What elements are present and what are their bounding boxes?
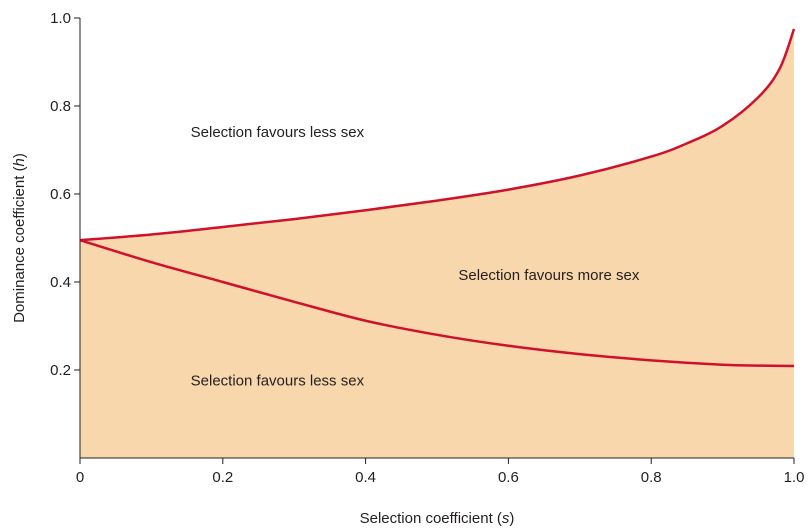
x-axis-label-prefix: Selection coefficient (	[360, 510, 502, 527]
y-tick-label: 0.8	[50, 98, 71, 115]
x-tick-label: 0.6	[498, 469, 519, 486]
x-axis-label: Selection coefficient (s)	[360, 510, 515, 527]
region-annotation: Selection favours less sex	[191, 124, 365, 141]
shaded-region	[80, 29, 794, 458]
x-tick-label: 1.0	[784, 469, 805, 486]
series-layer	[79, 28, 796, 368]
ticks-layer: 0 0.2 0.4 0.6 0.8 1.0 0.2 0.4 0.6 0.8 1.0	[50, 10, 804, 486]
x-tick-label: 0.2	[212, 469, 233, 486]
x-axis-label-suffix: )	[509, 510, 514, 527]
axes-layer	[79, 18, 794, 459]
y-axis-label: Dominance coefficient (h)	[11, 153, 28, 323]
y-axis-label-prefix: Dominance coefficient (	[11, 166, 28, 322]
y-tick-label: 1.0	[50, 10, 71, 27]
x-tick-label: 0	[76, 469, 84, 486]
y-tick-label: 0.4	[50, 274, 71, 291]
series-upper-boundary-line	[79, 28, 796, 242]
y-tick-label: 0.2	[50, 362, 71, 379]
x-axis-label-symbol: s	[502, 510, 510, 527]
region-annotation: Selection favours less sex	[191, 372, 365, 389]
series-lower-boundary-line	[79, 239, 795, 368]
x-tick-label: 0.8	[641, 469, 662, 486]
y-tick-label: 0.6	[50, 186, 71, 203]
annotation-layer: Selection favours less sex Selection favo…	[191, 124, 640, 390]
region-annotation: Selection favours more sex	[458, 267, 639, 284]
y-axis-label-symbol: h	[11, 158, 28, 166]
x-tick-label: 0.4	[355, 469, 376, 486]
plot-fill-layer	[80, 29, 794, 458]
y-axis-label-suffix: )	[11, 153, 28, 158]
